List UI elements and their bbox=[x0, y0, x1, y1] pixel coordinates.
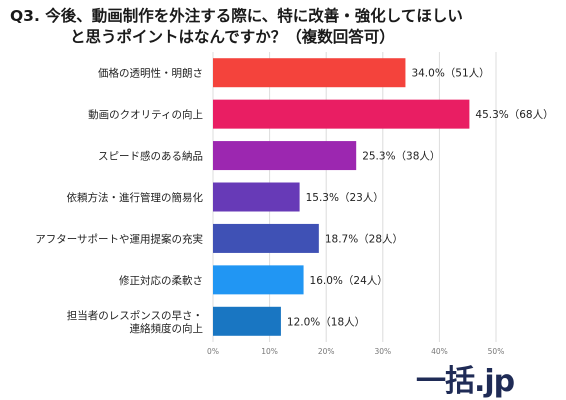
bar bbox=[213, 58, 406, 88]
value-label: 12.0%（18人） bbox=[287, 316, 365, 328]
bar bbox=[213, 99, 470, 129]
chart-title-line-2: と思うポイントはなんですか？（複数回答可） bbox=[70, 28, 395, 46]
category-label: アフターサポートや運用提案の充実 bbox=[35, 232, 203, 245]
x-tick-label: 50% bbox=[488, 347, 505, 356]
bar bbox=[213, 182, 300, 212]
bar bbox=[213, 306, 281, 336]
brand-logo: 一括.jp bbox=[416, 364, 515, 399]
value-label: 34.0%（51人） bbox=[411, 68, 489, 80]
value-label: 18.7%（28人） bbox=[325, 233, 403, 245]
x-tick-label: 30% bbox=[374, 347, 391, 356]
chart-title-line-1: Q3. 今後、動画制作を外注する際に、特に改善・強化してほしい bbox=[10, 7, 463, 25]
bar bbox=[213, 223, 319, 253]
x-tick-label: 20% bbox=[318, 347, 335, 356]
x-tick-label: 10% bbox=[261, 347, 278, 356]
category-label: 依頼方法・進行管理の簡易化 bbox=[67, 191, 204, 204]
category-label: 連絡頻度の向上 bbox=[130, 322, 204, 335]
value-label: 25.3%（38人） bbox=[362, 151, 440, 163]
bar bbox=[213, 265, 304, 295]
value-label: 45.3%（68人） bbox=[475, 109, 553, 121]
value-label: 16.0%（24人） bbox=[310, 275, 388, 287]
category-label: 価格の透明性・明朗さ bbox=[98, 67, 203, 80]
category-label: 修正対応の柔軟さ bbox=[119, 274, 203, 287]
x-tick-label: 40% bbox=[431, 347, 448, 356]
value-label: 15.3%（23人） bbox=[306, 192, 384, 204]
category-label: スピード感のある納品 bbox=[98, 150, 203, 163]
category-label: 動画のクオリティの向上 bbox=[88, 108, 203, 121]
category-label: 担当者のレスポンスの早さ・ bbox=[67, 309, 203, 322]
chart-title: Q3. 今後、動画制作を外注する際に、特に改善・強化してほしい と思うポイントは… bbox=[10, 6, 550, 48]
bar bbox=[213, 141, 357, 171]
x-tick-label: 0% bbox=[207, 347, 219, 356]
